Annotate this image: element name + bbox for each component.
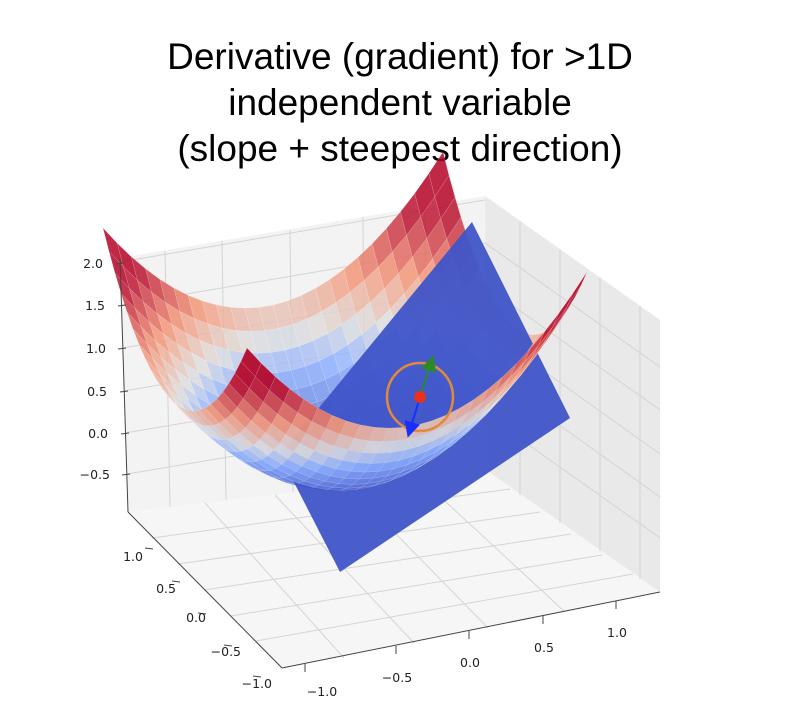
surface-facet [132, 328, 154, 360]
x-tick-label: −0.5 [382, 670, 412, 685]
surface-facet [256, 401, 278, 425]
surface-facet [423, 450, 444, 465]
surface-facet [242, 387, 264, 413]
surface-facet [552, 293, 574, 327]
surface-facet [352, 477, 374, 485]
grid-line [204, 502, 345, 659]
z-tick-label: 1.0 [86, 341, 106, 356]
surface-facet [467, 388, 489, 414]
surface-facet [215, 304, 237, 332]
surface-facet [102, 227, 124, 267]
x-tick-label: 0.0 [460, 655, 480, 670]
z-axis-line [119, 257, 129, 513]
surface-facet [389, 471, 410, 482]
title-line-2: independent variable [228, 82, 572, 123]
surface-facet [200, 424, 223, 440]
x-tick-label: 0.5 [534, 640, 554, 655]
surface-facet [174, 402, 196, 423]
surface-facet [395, 466, 416, 478]
surface-facet [380, 471, 402, 482]
surface-facet [201, 300, 223, 329]
surface-facet [228, 372, 250, 399]
surface-facet [126, 311, 148, 345]
z-tick-label: −0.5 [80, 467, 110, 482]
surface-facet [150, 370, 172, 397]
surface-facet [262, 470, 285, 479]
surface-facet [404, 434, 426, 451]
surface-facet [240, 347, 262, 378]
level-curve [385, 361, 455, 433]
z-tick-label: 2.0 [83, 256, 103, 271]
right-pane [485, 196, 660, 592]
surface-facet [370, 452, 392, 464]
surface-facet [168, 352, 191, 381]
surface-facet [224, 413, 246, 434]
surface-facet [376, 440, 398, 454]
y-tick-label: 0.5 [156, 581, 176, 596]
y-tick-label: −1.0 [242, 676, 272, 691]
y-axis-line [127, 511, 283, 669]
surface-facet [291, 412, 313, 434]
x-axis-line [281, 591, 661, 669]
surface-facet [156, 380, 178, 406]
title-line-1: Derivative (gradient) for >1D [167, 36, 633, 77]
z-tick-label: 0.5 [87, 384, 107, 399]
title-line-3: (slope + steepest direction) [177, 128, 623, 169]
surface-facet [524, 331, 545, 363]
z-tick-label: 0.0 [88, 426, 108, 441]
y-tick-label: 1.0 [123, 549, 143, 564]
surface-facet [275, 464, 297, 476]
figure-title: Derivative (gradient) for >1D independen… [0, 34, 800, 172]
surface-facet [243, 460, 264, 472]
x-tick-label: 1.0 [607, 625, 627, 640]
x-ticks: −1.0 −0.5 0.0 0.5 1.0 [304, 601, 627, 699]
grid-line [274, 494, 415, 644]
surface-facet [238, 427, 260, 446]
surface-facet [254, 362, 276, 391]
surface-facet [469, 402, 491, 425]
y-tick-label: −0.5 [211, 644, 241, 659]
surface-facet [281, 458, 303, 472]
surface-facet [185, 332, 207, 362]
z-tick-label: 1.5 [85, 298, 105, 313]
surface-facet [244, 307, 266, 332]
surface-facet [120, 293, 142, 328]
surface-facet [214, 438, 237, 452]
surface-facet [267, 449, 289, 465]
surface-facet [192, 409, 214, 427]
surface-facet [138, 344, 160, 374]
surface-facet [258, 304, 280, 331]
surface-facet [345, 483, 368, 489]
y-ticks: 1.0 0.5 0.0 −0.5 −1.0 [123, 547, 272, 691]
z-ticks: 2.0 1.5 1.0 0.5 0.0 −0.5 [80, 256, 131, 482]
surface-facet [114, 272, 136, 309]
current-point [414, 391, 426, 403]
surface-facet [446, 412, 469, 435]
x-tick-label: −1.0 [307, 684, 337, 699]
grid-line [203, 533, 572, 591]
grid-line [484, 242, 661, 368]
y-tick-label: 0.0 [186, 610, 206, 625]
grid-line [230, 554, 603, 617]
